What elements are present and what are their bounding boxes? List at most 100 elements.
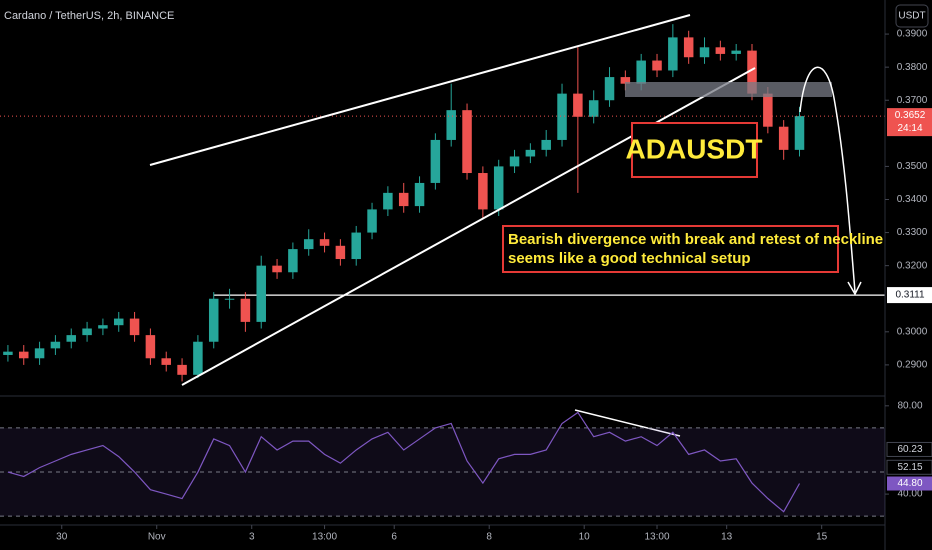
candle-body xyxy=(604,77,615,101)
symbol-annotation: ADAUSDT xyxy=(626,133,763,164)
y-tick-label: 0.3500 xyxy=(897,161,928,172)
price-pane xyxy=(0,24,885,382)
symbol-title: Cardano / TetherUS, 2h, BINANCE xyxy=(4,10,174,22)
candle-body xyxy=(145,335,156,359)
candle-body xyxy=(588,100,599,117)
candle-body xyxy=(224,298,235,300)
x-tick-label: 30 xyxy=(56,532,68,543)
candle-body xyxy=(288,249,298,273)
x-tick-label: 8 xyxy=(486,532,492,543)
y-tick-label: 0.3000 xyxy=(897,326,928,337)
candle-body xyxy=(319,239,330,246)
rsi-marker-label: 52.15 xyxy=(897,462,922,473)
x-tick-label: 13:00 xyxy=(645,532,670,543)
candle-body xyxy=(509,156,520,167)
y-tick-label: 0.3300 xyxy=(897,227,928,238)
x-tick-label: 15 xyxy=(816,532,828,543)
symbol-box xyxy=(631,122,758,178)
divergence-line xyxy=(574,409,681,437)
note-box xyxy=(502,225,839,273)
candle-body xyxy=(430,139,441,183)
candle-body xyxy=(446,110,456,140)
arrow-head xyxy=(847,281,862,296)
rsi-current-bg xyxy=(887,476,932,491)
currency-button[interactable] xyxy=(895,4,929,28)
candle-body xyxy=(383,192,393,210)
note-line: seems like a good technical setup xyxy=(508,250,751,267)
candle-body xyxy=(272,265,282,273)
candle-body xyxy=(541,139,551,150)
candle-body xyxy=(193,341,203,375)
candle-body xyxy=(683,37,694,58)
candle-body xyxy=(731,50,741,54)
y-tick-label: 0.2900 xyxy=(897,360,928,371)
level-label-bg xyxy=(887,287,932,304)
note-line: Bearish divergence with break and retest… xyxy=(508,231,883,248)
candle-body xyxy=(129,318,140,336)
candle-body xyxy=(462,110,472,174)
rsi-marker-bg xyxy=(886,459,932,475)
candle-body xyxy=(367,209,377,233)
candle-body xyxy=(414,182,425,207)
rsi-tick-label: 40.00 xyxy=(897,489,922,500)
projection-arrow xyxy=(799,66,856,293)
candle-body xyxy=(50,341,61,349)
candle-body xyxy=(240,298,251,322)
level-label: 0.3111 xyxy=(895,290,925,301)
candle-body xyxy=(161,358,171,365)
current-price-bg xyxy=(887,108,932,137)
rsi-tick-label: 80.00 xyxy=(897,400,922,411)
candle-body xyxy=(18,351,29,359)
y-tick-label: 0.3800 xyxy=(897,62,928,73)
candle-body xyxy=(34,348,45,359)
candle-body xyxy=(620,77,631,84)
candle-body xyxy=(652,60,662,71)
candle-body xyxy=(98,325,108,329)
candle-body xyxy=(177,364,187,375)
candle-body xyxy=(699,47,710,58)
candle-body xyxy=(303,239,314,250)
y-tick-label: 0.3700 xyxy=(897,95,928,106)
candle-body xyxy=(668,37,678,71)
rsi-current-label: 44.80 xyxy=(897,478,922,489)
candle-body xyxy=(493,166,504,210)
x-tick-label: 13 xyxy=(721,532,733,543)
candle-body xyxy=(525,149,536,157)
candle-body xyxy=(747,50,757,94)
resistance-zone xyxy=(625,82,832,97)
candle-body xyxy=(794,116,805,150)
candle-body xyxy=(636,60,646,84)
upper-trendline xyxy=(149,14,691,166)
lower-trendline xyxy=(181,67,756,386)
y-tick-label: 0.3400 xyxy=(897,194,928,205)
x-tick-label: 10 xyxy=(579,532,591,543)
x-tick-label: 13:00 xyxy=(312,532,337,543)
rsi-marker-bg xyxy=(886,441,932,457)
candle-body xyxy=(715,47,726,54)
candle-body xyxy=(573,93,583,117)
candle-body xyxy=(351,232,361,260)
x-tick-label: 3 xyxy=(249,532,255,543)
current-price-label: 0.3652 xyxy=(895,110,926,121)
y-tick-label: 0.3200 xyxy=(897,260,928,271)
y-tick-label: 0.3900 xyxy=(897,29,928,40)
candle-body xyxy=(398,192,409,207)
candle-body xyxy=(256,265,266,322)
countdown-label: 24:14 xyxy=(897,123,922,134)
candle-body xyxy=(335,245,346,260)
x-tick-label: 6 xyxy=(391,532,397,543)
candle-body xyxy=(113,318,124,326)
candle-body xyxy=(208,298,219,342)
candle-body xyxy=(763,93,773,127)
candle-body xyxy=(557,93,567,140)
candle-body xyxy=(3,351,13,355)
candle-body xyxy=(82,328,92,336)
rsi-line xyxy=(7,411,801,513)
currency-label[interactable]: USDT xyxy=(898,11,925,22)
candle-body xyxy=(778,126,789,150)
x-tick-label: Nov xyxy=(148,532,166,543)
candle-body xyxy=(66,335,76,342)
rsi-marker-label: 60.23 xyxy=(897,444,922,455)
candle-body xyxy=(478,173,488,210)
